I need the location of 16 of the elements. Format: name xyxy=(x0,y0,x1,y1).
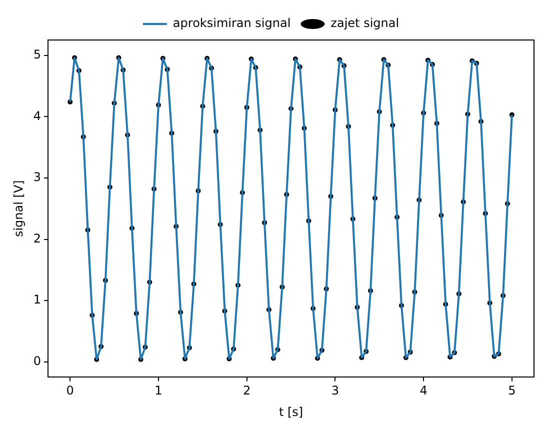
y-tick-label: 2 xyxy=(33,231,42,246)
y-tick-label: 0 xyxy=(33,354,42,368)
x-tick-label: 2 xyxy=(243,384,251,398)
x-axis-title: t [s] xyxy=(278,404,304,419)
y-tick-label: 1 xyxy=(33,292,42,307)
y-axis-title: signal [V] xyxy=(11,180,26,238)
y-tick-label: 3 xyxy=(33,170,42,184)
x-tick-label: 4 xyxy=(420,384,428,398)
x-tick-label: 0 xyxy=(66,384,74,398)
x-tick-label: 3 xyxy=(331,384,340,398)
x-tick-label: 1 xyxy=(154,384,162,398)
legend-label: zajet signal xyxy=(330,16,400,30)
x-tick-label: 5 xyxy=(508,384,516,398)
y-tick-label: 4 xyxy=(33,108,42,123)
legend-label: aproksimiran signal xyxy=(172,16,291,30)
y-tick-label: 5 xyxy=(33,47,42,62)
